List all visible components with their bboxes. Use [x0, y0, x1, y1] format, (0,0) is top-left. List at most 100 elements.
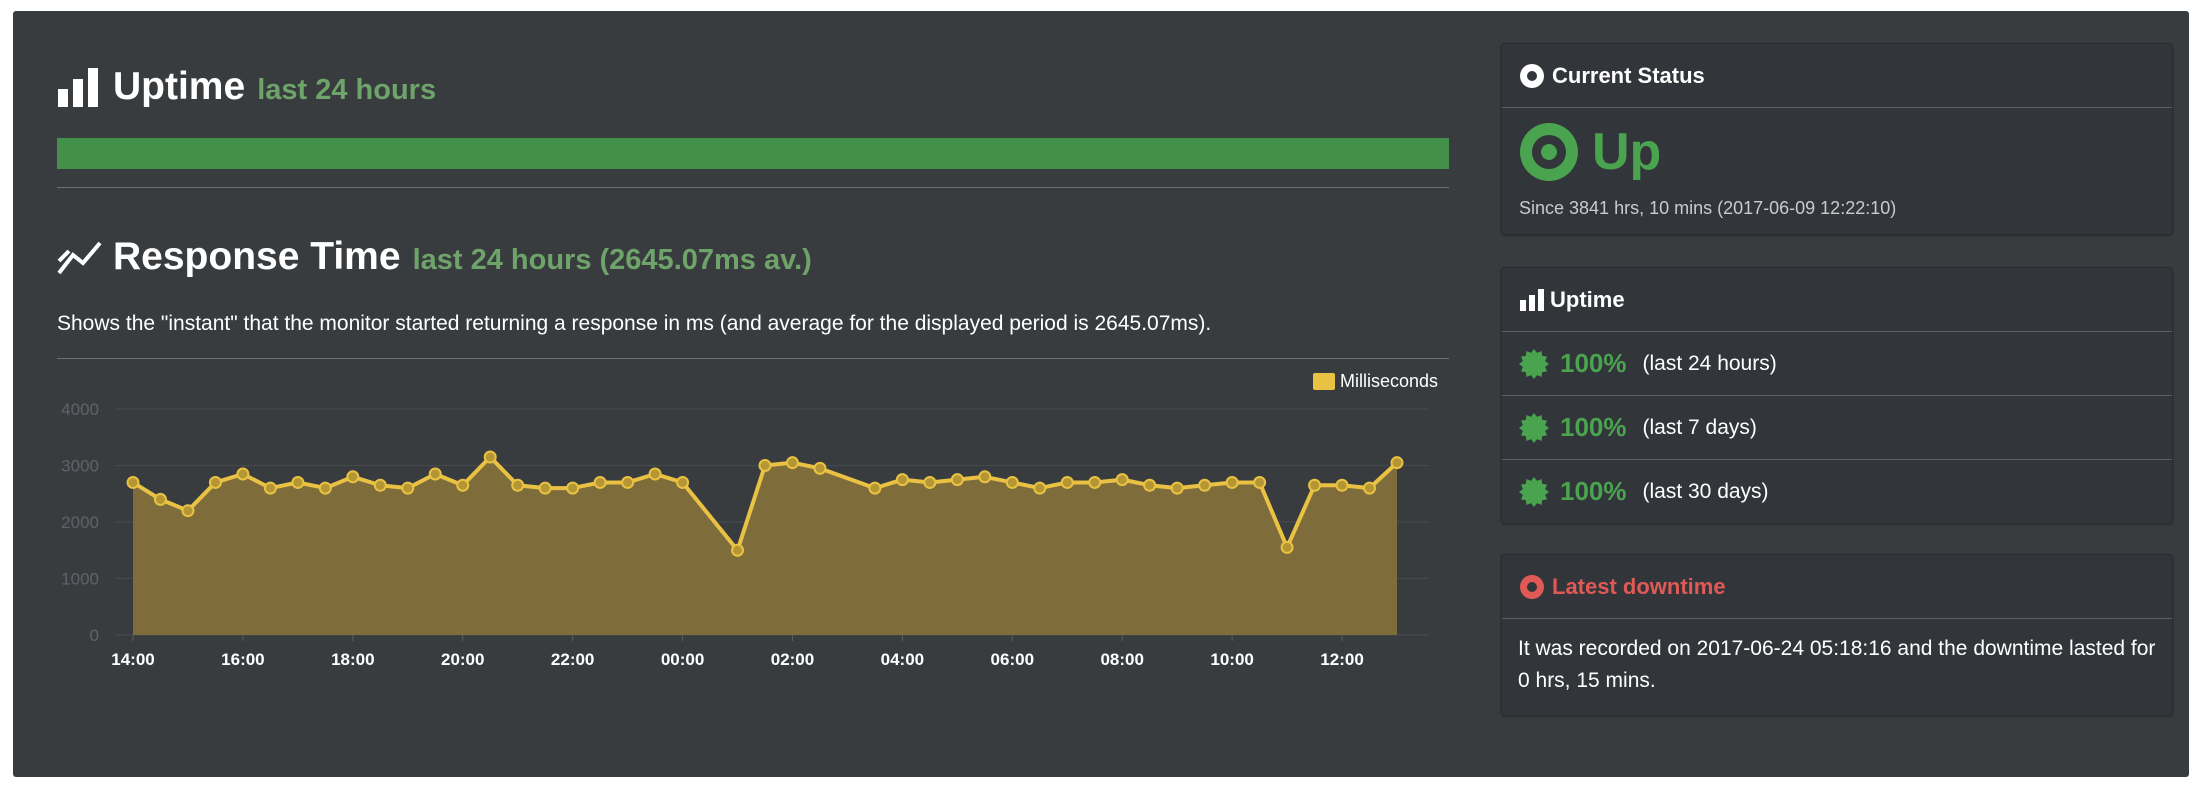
x-tick-label: 08:00 — [1100, 650, 1143, 669]
data-point — [593, 475, 607, 489]
latest-downtime-title: Latest downtime — [1552, 573, 1726, 599]
y-tick-label: 4000 — [61, 400, 99, 419]
legend-swatch — [1313, 373, 1335, 390]
data-point — [978, 470, 992, 484]
x-tick-label: 04:00 — [881, 650, 924, 669]
badge-check-icon — [1518, 476, 1550, 508]
x-tick-label: 16:00 — [221, 650, 264, 669]
x-tick-label: 22:00 — [551, 650, 594, 669]
data-point — [538, 481, 552, 495]
y-tick-label: 1000 — [61, 570, 99, 589]
uptime-percent: 100% — [1560, 412, 1627, 442]
x-tick-label: 18:00 — [331, 650, 374, 669]
data-point — [1033, 481, 1047, 495]
uptime-percent: 100% — [1560, 476, 1627, 506]
data-point — [1225, 475, 1239, 489]
data-point — [1115, 473, 1129, 487]
x-tick-label: 14:00 — [111, 650, 154, 669]
data-point — [676, 475, 690, 489]
data-point — [1363, 481, 1377, 495]
uptime-subtitle: last 24 hours — [257, 74, 437, 106]
data-point — [373, 478, 387, 492]
y-tick-label: 2000 — [61, 513, 99, 532]
data-point — [621, 475, 635, 489]
uptime-period: (last 7 days) — [1642, 415, 1757, 439]
data-point — [1005, 475, 1019, 489]
data-point — [346, 470, 360, 484]
data-point — [813, 461, 827, 475]
uptime-card: Uptime 100% (last 24 hours) 100% (last 7… — [1501, 267, 2173, 524]
data-point — [1280, 540, 1294, 554]
response-time-title: Response Time — [113, 235, 401, 278]
data-point — [758, 459, 772, 472]
legend-label: Milliseconds — [1340, 371, 1439, 391]
data-point — [263, 481, 277, 495]
uptime-progress-bar — [57, 138, 1449, 169]
data-point — [566, 481, 580, 495]
uptime-period: (last 24 hours) — [1642, 351, 1777, 375]
line-chart-icon — [57, 237, 102, 277]
x-tick-label: 20:00 — [441, 650, 484, 669]
data-point — [291, 475, 305, 489]
uptime-percent: 100% — [1560, 348, 1627, 378]
current-status-title: Current Status — [1552, 62, 1705, 88]
x-tick-label: 06:00 — [991, 650, 1034, 669]
series-area — [133, 457, 1397, 635]
data-point — [153, 492, 167, 506]
uptime-title: Uptime — [113, 65, 246, 108]
data-point — [1253, 475, 1267, 489]
current-status-header: Current Status — [1502, 44, 2172, 108]
x-tick-label: 12:00 — [1320, 650, 1363, 669]
status-indicator: Up — [1502, 122, 2172, 182]
latest-downtime-card: Latest downtime It was recorded on 2017-… — [1501, 554, 2173, 716]
data-point — [1308, 478, 1322, 492]
uptime-card-header: Uptime — [1502, 268, 2172, 332]
data-point — [208, 475, 222, 489]
badge-check-icon — [1518, 348, 1550, 380]
data-point — [1060, 475, 1074, 489]
downtime-dot-icon — [1520, 574, 1544, 599]
response-time-chart[interactable]: 0 1000 2000 3000 4000 14:00 16:00 18:00 20:00 22:… — [57, 361, 1449, 681]
data-point — [950, 473, 964, 487]
data-point — [731, 543, 745, 557]
y-tick-label: 3000 — [61, 457, 99, 476]
data-point — [236, 467, 250, 481]
data-point — [318, 481, 332, 495]
data-point — [1390, 456, 1404, 470]
uptime-row: 100% (last 24 hours) — [1502, 332, 2172, 395]
data-point — [785, 456, 799, 470]
uptime-period: (last 30 days) — [1642, 479, 1769, 503]
status-dot-icon — [1520, 63, 1544, 88]
x-tick-label: 10:00 — [1210, 650, 1253, 669]
data-point — [868, 481, 882, 495]
response-time-subtitle: last 24 hours (2645.07ms av.) — [412, 244, 812, 276]
uptime-rows: 100% (last 24 hours) 100% (last 7 days) … — [1502, 332, 2172, 523]
monitor-panel: Uptime last 24 hours Response Time last … — [13, 11, 2189, 777]
status-since: Since 3841 hrs, 10 mins (2017-06-09 12:2… — [1519, 198, 1897, 218]
data-point — [181, 504, 195, 518]
data-point — [895, 473, 909, 487]
data-point — [1335, 478, 1349, 492]
data-point — [126, 475, 140, 489]
data-point — [1143, 478, 1157, 492]
data-point — [648, 467, 662, 481]
current-status-card: Current Status Up Since 3841 hrs, 10 min… — [1501, 43, 2173, 235]
latest-downtime-text: It was recorded on 2017-06-24 05:18:16 a… — [1518, 637, 2156, 692]
data-point — [1170, 481, 1184, 495]
data-point — [401, 481, 415, 495]
chart-legend[interactable]: Milliseconds — [1313, 371, 1438, 392]
uptime-card-title: Uptime — [1550, 286, 1625, 312]
divider — [57, 187, 1449, 188]
uptime-heading: Uptime last 24 hours — [57, 65, 436, 109]
data-point — [1198, 478, 1212, 492]
data-point — [923, 475, 937, 489]
response-time-heading: Response Time last 24 hours (2645.07ms a… — [57, 235, 812, 279]
status-text: Up — [1592, 123, 1662, 181]
data-point — [456, 478, 470, 492]
data-point — [483, 450, 497, 464]
status-up-icon — [1520, 123, 1578, 181]
response-time-description: Shows the "instant" that the monitor sta… — [57, 312, 1212, 335]
data-point — [428, 467, 442, 481]
data-point — [1088, 475, 1102, 489]
y-tick-label: 0 — [90, 626, 99, 645]
